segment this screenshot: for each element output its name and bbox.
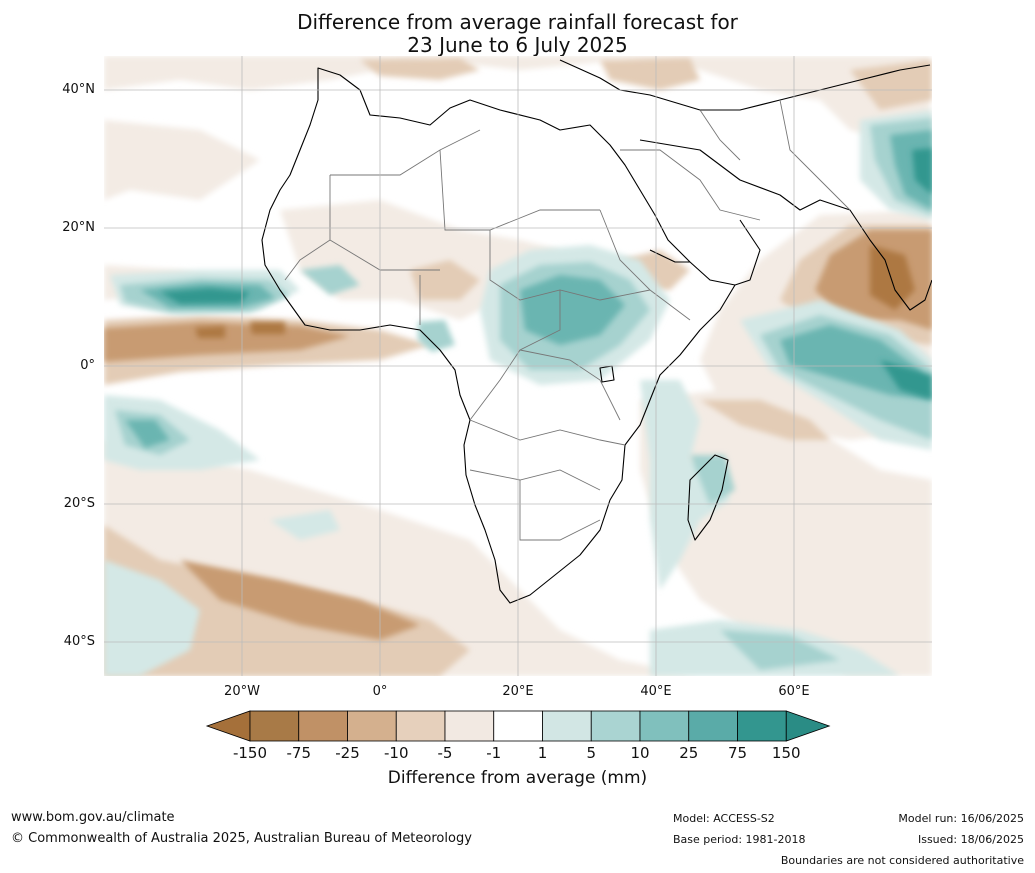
anomaly-wet-extreme <box>160 148 932 400</box>
lon-label-20e: 20°E <box>502 684 534 699</box>
colorbar-tick-label: 1 <box>537 744 548 762</box>
gridlines <box>104 56 932 676</box>
colorbar-swatch <box>444 710 495 742</box>
lat-label-40s: 40°S <box>63 634 95 649</box>
colorbar-tick-label: 25 <box>679 744 699 762</box>
lon-label-20w: 20°W <box>224 684 260 699</box>
footer-issued: Issued: 18/06/2025 <box>917 833 1024 846</box>
footer-model: Model: ACCESS-S2 <box>673 812 775 825</box>
colorbar-swatch <box>347 710 397 742</box>
lon-label-40e: 40°E <box>640 684 672 699</box>
anomaly-wet-strong <box>125 130 932 448</box>
colorbar-tick-label: -10 <box>384 744 409 762</box>
colorbar-tick-label: -150 <box>232 744 268 762</box>
colorbar-swatch <box>737 710 787 742</box>
colorbar-tick-label: 75 <box>727 744 748 762</box>
footer-copyright: © Commonwealth of Australia 2025, Austra… <box>11 831 472 846</box>
footer-website: www.bom.gov.au/climate <box>11 810 175 825</box>
footer-model-run: Model run: 16/06/2025 <box>898 812 1024 825</box>
map-title-line2: 23 June to 6 July 2025 <box>407 33 628 57</box>
anomaly-dry-strong <box>104 230 932 640</box>
colorbar-swatch <box>493 710 543 742</box>
colorbar-swatch <box>298 710 348 742</box>
colorbar-tick-label: -75 <box>286 744 312 762</box>
lat-label-20n: 20°N <box>62 220 95 235</box>
colorbar-swatch <box>639 710 690 742</box>
colorbar-swatch <box>542 710 592 742</box>
lat-label-equator: 0° <box>80 358 95 373</box>
footer-disclaimer: Boundaries are not considered authoritat… <box>780 854 1024 867</box>
country-borders <box>284 99 851 541</box>
lat-label-40n: 40°N <box>62 82 95 97</box>
colorbar-tick-label: 10 <box>630 744 650 762</box>
colorbar-tick-label: 5 <box>586 744 597 762</box>
colorbar-extend-high <box>785 710 831 742</box>
anomaly-dry-extreme <box>195 245 915 338</box>
colorbar-tick-label: -5 <box>437 744 453 762</box>
lat-label-20s: 20°S <box>63 496 95 511</box>
colorbar-tick-label: -25 <box>335 744 360 762</box>
colorbar-title: Difference from average (mm) <box>387 768 648 788</box>
colorbar-extend-low <box>205 710 251 742</box>
colorbar <box>205 710 831 742</box>
map-title-line1: Difference from average rainfall forecas… <box>297 10 738 34</box>
colorbar-swatch <box>249 710 300 742</box>
footer-base-period: Base period: 1981-2018 <box>673 833 806 846</box>
colorbar-swatch <box>590 710 641 742</box>
colorbar-tick-label: 150 <box>771 744 801 762</box>
colorbar-tick-label: -1 <box>486 744 502 762</box>
colorbar-swatch <box>395 710 446 742</box>
lon-label-60e: 60°E <box>778 684 810 699</box>
colorbar-swatch <box>688 710 738 742</box>
lon-label-0: 0° <box>372 684 388 699</box>
